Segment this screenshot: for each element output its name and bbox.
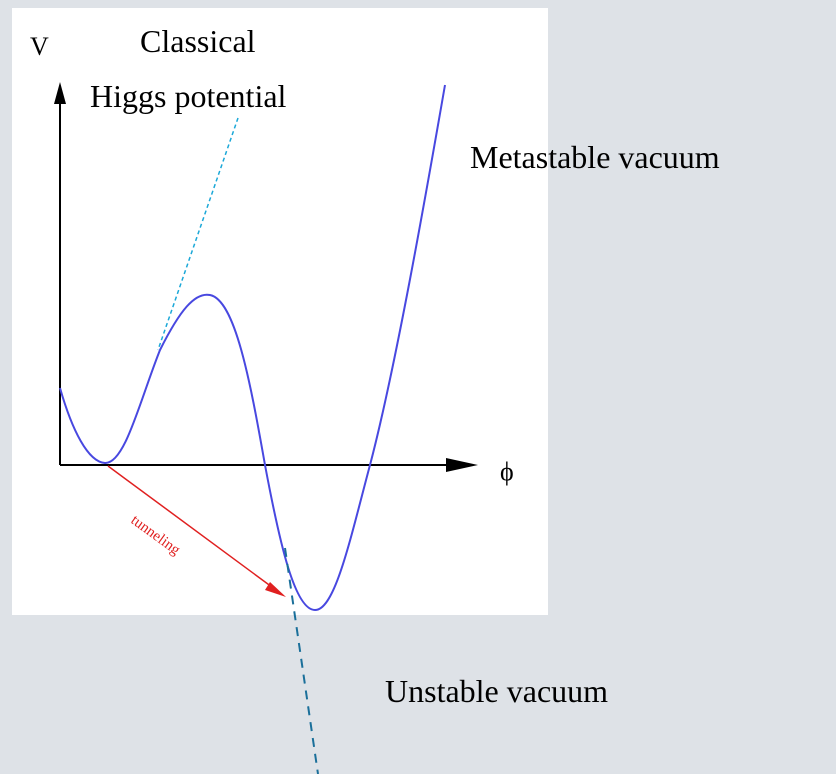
panel [12,8,548,615]
tunneling-arrowhead [265,582,286,597]
classical-label: Higgs potential [90,78,287,114]
y-arrow [54,82,66,104]
y-label: V [30,32,49,61]
x-label: ϕ [500,457,514,486]
x-arrow [446,458,478,472]
potential-curve [59,84,446,612]
pointer-classical [157,117,239,351]
unstable-label: Unstable vacuum [385,673,608,709]
classical-label: Classical [140,23,256,59]
tunneling-arrow [107,465,277,591]
metastable-label: Metastable vacuum [470,139,720,175]
pointer-unstable [284,547,319,774]
